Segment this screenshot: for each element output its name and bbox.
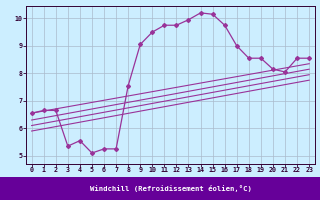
Text: Windchill (Refroidissement éolien,°C): Windchill (Refroidissement éolien,°C) <box>90 186 252 192</box>
